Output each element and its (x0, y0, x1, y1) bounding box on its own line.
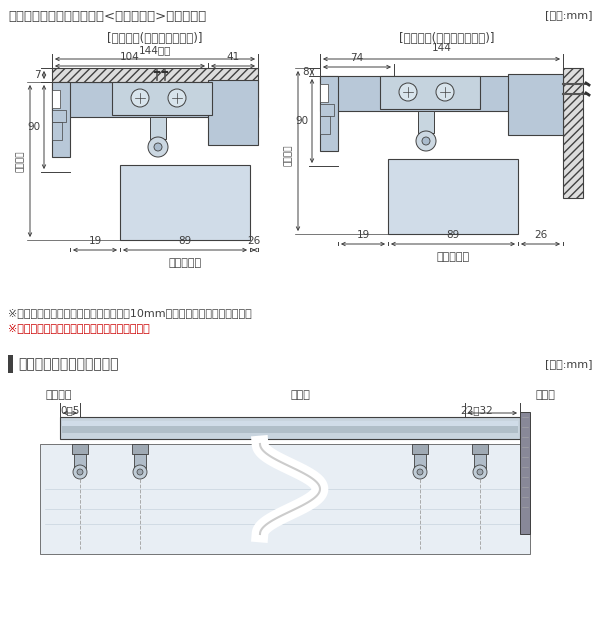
Bar (520, 412, 530, 534)
Text: 製品高さ: 製品高さ (16, 150, 25, 172)
Bar (62, 421, 518, 426)
Text: 144: 144 (431, 43, 451, 53)
Text: 26: 26 (534, 230, 547, 240)
Bar (418, 111, 434, 133)
Text: 7: 7 (34, 70, 41, 80)
Text: [天井付け(ブラケット付け)]: [天井付け(ブラケット付け)] (107, 32, 203, 45)
Bar (320, 104, 334, 116)
Text: 非操作側: 非操作側 (45, 390, 71, 400)
Bar (60, 417, 520, 439)
Bar (472, 444, 488, 454)
Bar (150, 117, 166, 139)
Text: スラット幅: スラット幅 (436, 252, 470, 262)
Text: 8: 8 (302, 67, 309, 77)
Text: スラット幅: スラット幅 (169, 258, 202, 268)
Circle shape (137, 469, 143, 475)
Text: 19: 19 (88, 236, 101, 246)
Circle shape (73, 465, 87, 479)
Bar (474, 454, 486, 468)
Bar (508, 74, 563, 135)
Text: 89: 89 (178, 236, 191, 246)
Circle shape (416, 131, 436, 151)
Text: ※スラットと壁面・額縁等との間隔は、10mm以上を必ず設けてください。: ※スラットと壁面・額縁等との間隔は、10mm以上を必ず設けてください。 (8, 308, 252, 318)
Text: ※製品高さにはブラケットの厚みを含みます。: ※製品高さにはブラケットの厚みを含みます。 (8, 323, 150, 333)
Bar (320, 76, 338, 151)
Circle shape (77, 469, 83, 475)
Text: 89: 89 (446, 230, 460, 240)
Bar (8, 355, 13, 373)
Bar (52, 110, 66, 122)
Bar (112, 82, 212, 115)
Bar (52, 90, 60, 108)
Circle shape (436, 83, 454, 101)
Bar (72, 444, 88, 454)
Bar (52, 122, 62, 140)
Text: 0～5: 0～5 (60, 405, 79, 415)
Bar (52, 82, 258, 117)
Bar (134, 454, 146, 468)
Text: 26: 26 (247, 236, 260, 246)
Text: 90: 90 (296, 116, 309, 126)
Bar (414, 454, 426, 468)
Text: 製品高さ: 製品高さ (284, 144, 293, 166)
Bar (52, 82, 70, 157)
Circle shape (477, 469, 483, 475)
Bar (74, 454, 86, 468)
Circle shape (417, 469, 423, 475)
Text: 22～32: 22～32 (460, 405, 493, 415)
Bar (208, 80, 258, 145)
Text: [正面付け(ブラケット付け)]: [正面付け(ブラケット付け)] (399, 32, 495, 45)
Circle shape (422, 137, 430, 145)
Text: 144以上: 144以上 (139, 45, 171, 55)
Text: [単位:mm]: [単位:mm] (545, 359, 592, 369)
Circle shape (154, 143, 162, 151)
Bar (40, 444, 530, 554)
Text: 製品幅とスラット端部寸法: 製品幅とスラット端部寸法 (18, 357, 119, 371)
Bar (412, 444, 428, 454)
Text: 操作側: 操作側 (535, 390, 555, 400)
Bar (320, 84, 328, 102)
Circle shape (399, 83, 417, 101)
Text: 41: 41 (226, 52, 239, 62)
Circle shape (131, 89, 149, 107)
Bar (120, 165, 250, 240)
Circle shape (148, 137, 168, 157)
Text: 90: 90 (28, 122, 41, 132)
Text: [単位:mm]: [単位:mm] (545, 10, 592, 20)
Bar (563, 68, 583, 198)
Text: 74: 74 (350, 53, 364, 63)
Text: 104: 104 (120, 52, 140, 62)
Text: 製品幅: 製品幅 (290, 390, 310, 400)
Circle shape (473, 465, 487, 479)
Bar (52, 68, 258, 82)
Circle shape (168, 89, 186, 107)
Bar (132, 444, 148, 454)
Bar (388, 159, 518, 234)
Text: ナチュラルウッドバランス<オプション>がある場合: ナチュラルウッドバランス<オプション>がある場合 (8, 10, 206, 23)
Text: 19: 19 (356, 230, 370, 240)
Bar (380, 76, 480, 109)
Bar (320, 76, 563, 111)
Bar (62, 421, 518, 433)
Circle shape (133, 465, 147, 479)
Bar (320, 116, 330, 134)
Circle shape (413, 465, 427, 479)
